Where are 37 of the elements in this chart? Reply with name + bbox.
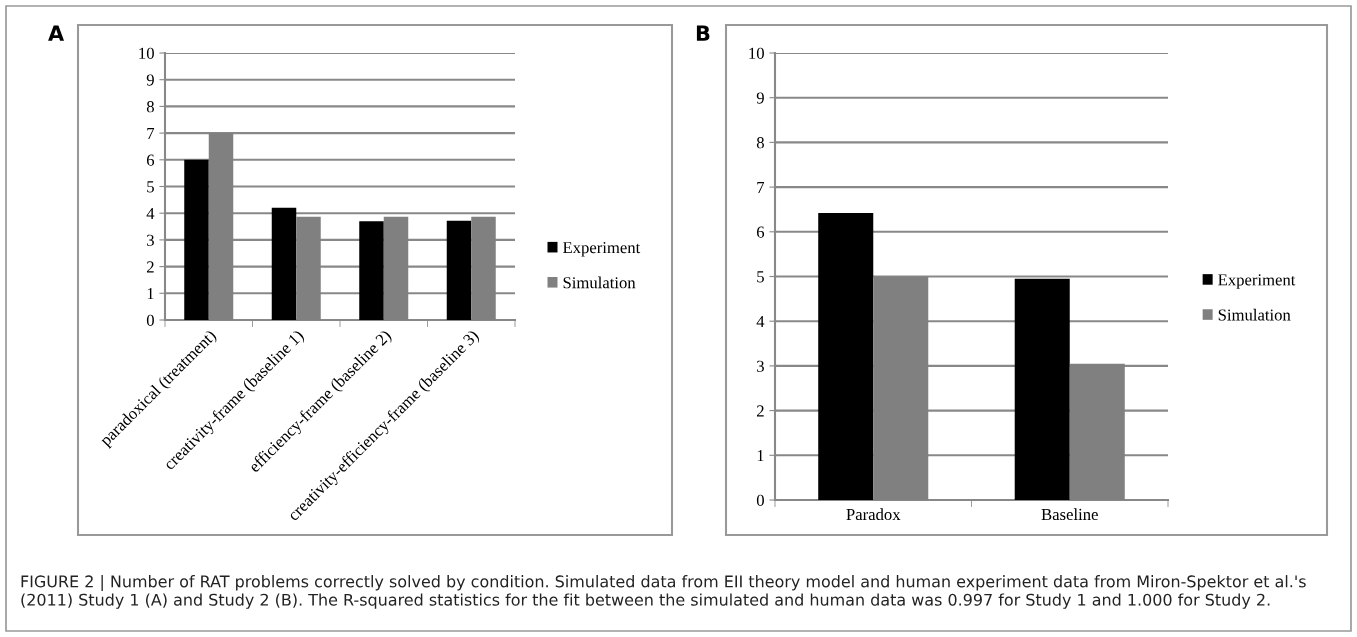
y-tick-label: 2 xyxy=(146,261,154,273)
y-tick-label: 10 xyxy=(139,47,154,59)
bar xyxy=(1014,278,1070,500)
y-tick-label: 6 xyxy=(146,154,155,166)
y-tick-label: 7 xyxy=(147,127,155,139)
x-tick-label: Baseline xyxy=(1041,508,1098,521)
bar xyxy=(184,159,209,320)
y-tick-label: 10 xyxy=(749,47,764,59)
y-tick-label: 2 xyxy=(756,405,764,417)
y-tick-label: 1 xyxy=(147,288,154,300)
caption: FIGURE 2 | Number of RAT problems correctly solved by condition. Simulated data from EII theory model and human experiment data from Miron-Spektor et al.'s (2011) Study 1 (A) and Study 2 (B). The R-squared statistics for the fit between the simulated and human data was 0.997 for Study 1 and 1.000 for Study 2. xyxy=(21,575,1306,609)
bar xyxy=(818,213,874,500)
chart-title: B xyxy=(696,25,710,41)
bar xyxy=(271,207,297,320)
y-tick-label: 3 xyxy=(757,360,764,372)
y-tick-label: 3 xyxy=(147,234,154,246)
bar xyxy=(359,221,384,320)
y-tick-label: 4 xyxy=(146,208,155,219)
y-tick-label: 1 xyxy=(757,450,764,462)
y-tick-label: 4 xyxy=(756,316,765,327)
y-tick-label: 5 xyxy=(757,271,764,283)
y-tick-label: 8 xyxy=(146,101,154,113)
y-tick-label: 9 xyxy=(146,74,154,86)
legend-label: Simulation xyxy=(563,276,636,289)
y-tick-label: 8 xyxy=(756,137,764,149)
y-tick-label: 0 xyxy=(146,314,154,326)
legend-label: Simulation xyxy=(1218,308,1291,321)
y-tick-label: 5 xyxy=(147,181,154,193)
y-tick-label: 0 xyxy=(756,494,764,506)
y-tick-label: 6 xyxy=(756,226,765,238)
chart-title: A xyxy=(48,25,65,41)
bar xyxy=(446,220,472,320)
y-tick-label: 7 xyxy=(757,181,765,193)
y-tick-label: 9 xyxy=(756,92,764,104)
legend-label: Experiment xyxy=(562,242,641,257)
x-tick-label: Paradox xyxy=(846,508,901,521)
legend-label: Experiment xyxy=(1218,274,1296,289)
